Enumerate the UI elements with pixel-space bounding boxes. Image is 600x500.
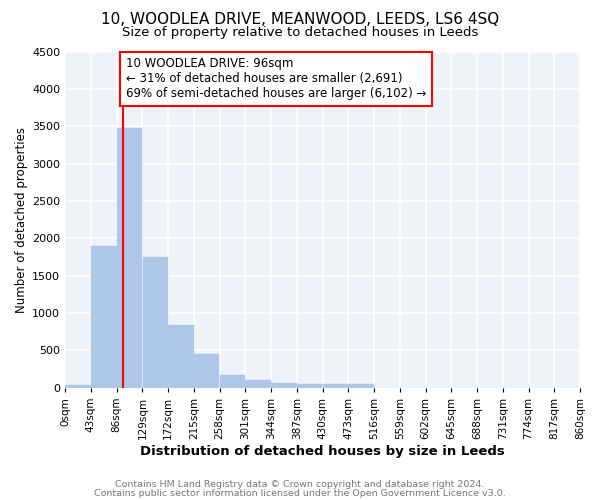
Text: Contains public sector information licensed under the Open Government Licence v3: Contains public sector information licen…	[94, 488, 506, 498]
Bar	[245, 380, 271, 388]
Text: 10, WOODLEA DRIVE, MEANWOOD, LEEDS, LS6 4SQ: 10, WOODLEA DRIVE, MEANWOOD, LEEDS, LS6 …	[101, 12, 499, 28]
Bar	[168, 325, 194, 388]
Bar	[194, 354, 220, 388]
X-axis label: Distribution of detached houses by size in Leeds: Distribution of detached houses by size …	[140, 444, 505, 458]
Bar	[65, 385, 91, 388]
Bar	[349, 384, 374, 388]
Bar	[91, 246, 116, 388]
Bar	[143, 257, 168, 388]
Text: Size of property relative to detached houses in Leeds: Size of property relative to detached ho…	[122, 26, 478, 39]
Text: Contains HM Land Registry data © Crown copyright and database right 2024.: Contains HM Land Registry data © Crown c…	[115, 480, 485, 489]
Bar	[117, 128, 142, 388]
Bar	[297, 384, 322, 388]
Bar	[323, 384, 348, 388]
Text: 10 WOODLEA DRIVE: 96sqm
← 31% of detached houses are smaller (2,691)
69% of semi: 10 WOODLEA DRIVE: 96sqm ← 31% of detache…	[125, 58, 426, 100]
Bar	[220, 374, 245, 388]
Y-axis label: Number of detached properties: Number of detached properties	[15, 126, 28, 312]
Bar	[271, 384, 297, 388]
